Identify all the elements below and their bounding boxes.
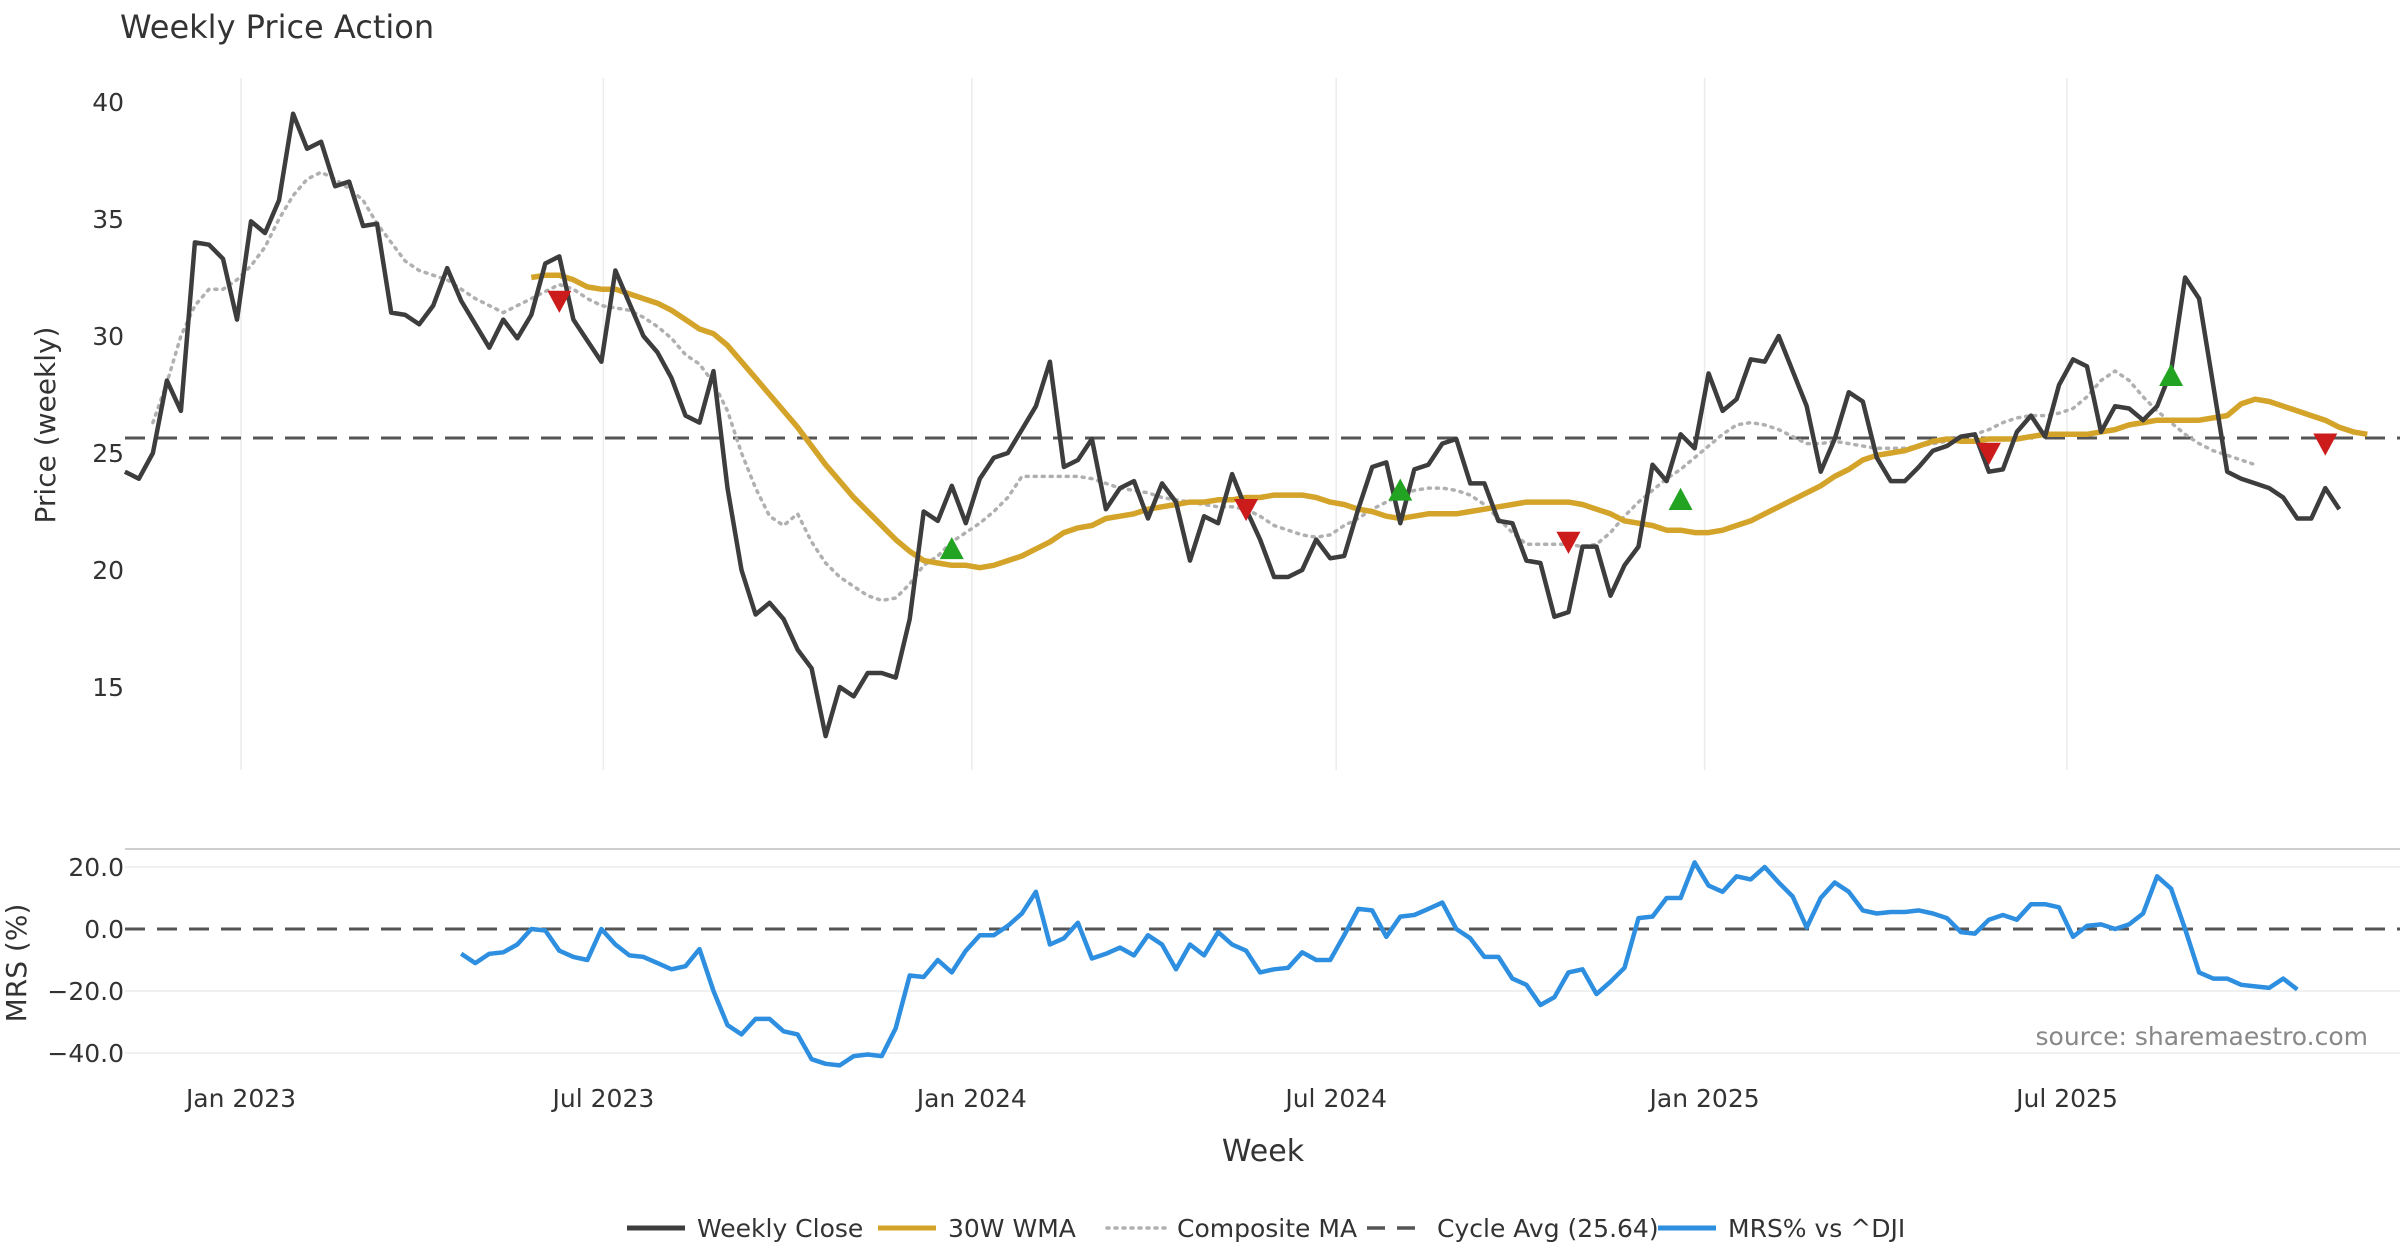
chart-title: Weekly Price Action xyxy=(120,8,434,46)
x-tick-label: Jul 2023 xyxy=(551,1084,655,1113)
legend-label: Cycle Avg (25.64) xyxy=(1437,1214,1659,1243)
legend-item: MRS% vs ^DJI xyxy=(1658,1214,1905,1243)
price-y-tick-label: 20 xyxy=(92,556,124,585)
mrs-y-tick-label: 0.0 xyxy=(84,915,124,944)
series-weekly-close xyxy=(123,111,2342,739)
series-mrs xyxy=(459,860,2299,1068)
legend-label: MRS% vs ^DJI xyxy=(1728,1214,1905,1243)
source-text: source: sharemaestro.com xyxy=(2036,1022,2369,1051)
sell-signal-marker xyxy=(547,290,572,313)
legend-label: Composite MA xyxy=(1177,1214,1357,1243)
price-y-tick-label: 15 xyxy=(92,673,124,702)
buy-signal-marker xyxy=(1388,478,1413,501)
legend-item: 30W WMA xyxy=(878,1214,1076,1243)
mrs-panel: 20.0 0.0 −20.0 −40.0 MRS (%) source: sharem… xyxy=(0,848,2400,1169)
price-y-tick-label: 40 xyxy=(92,88,124,117)
sell-signal-marker xyxy=(1234,498,1259,522)
price-y-tick-label: 30 xyxy=(92,322,124,351)
x-axis-label: Week xyxy=(1222,1134,1305,1169)
legend-item: Cycle Avg (25.64) xyxy=(1367,1214,1659,1243)
x-tick-label: Jul 2025 xyxy=(2014,1084,2118,1113)
legend-label: 30W WMA xyxy=(948,1214,1076,1243)
buy-signal-marker xyxy=(939,536,964,560)
signal-markers xyxy=(547,290,2338,560)
sell-signal-marker xyxy=(1976,442,2001,465)
price-y-axis-label: Price (weekly) xyxy=(29,327,62,524)
price-y-ticks: 15 20 25 30 35 40 xyxy=(92,88,124,702)
mrs-y-tick-label: −40.0 xyxy=(47,1039,124,1068)
mrs-gridlines xyxy=(125,866,2400,1054)
mrs-y-ticks: 20.0 0.0 −20.0 −40.0 xyxy=(47,853,124,1068)
legend: Weekly Close 30W WMA Composite MA Cycle Avg… xyxy=(627,1214,1905,1243)
legend-item: Weekly Close xyxy=(627,1214,863,1243)
price-y-tick-label: 25 xyxy=(92,439,124,468)
price-series xyxy=(123,111,2400,739)
legend-item: Composite MA xyxy=(1105,1214,1357,1243)
price-panel: 15 20 25 30 35 40 Price (weekly) xyxy=(29,78,2400,770)
mrs-y-tick-label: −20.0 xyxy=(47,977,124,1006)
buy-signal-marker xyxy=(2159,363,2184,386)
price-gridlines xyxy=(240,78,2068,770)
x-axis-ticks: Jan 2023 Jul 2023 Jan 2024 Jul 2024 Jan 2025… xyxy=(184,1084,2118,1113)
price-y-tick-label: 35 xyxy=(92,205,124,234)
buy-signal-marker xyxy=(1668,487,1693,510)
x-tick-label: Jan 2023 xyxy=(184,1084,296,1113)
x-tick-label: Jan 2024 xyxy=(915,1084,1027,1113)
mrs-y-tick-label: 20.0 xyxy=(68,853,124,882)
series-30w-wma xyxy=(530,272,2368,571)
legend-label: Weekly Close xyxy=(697,1214,863,1243)
mrs-y-axis-label: MRS (%) xyxy=(0,904,33,1023)
x-tick-label: Jan 2025 xyxy=(1648,1084,1760,1113)
x-tick-label: Jul 2024 xyxy=(1283,1084,1387,1113)
sell-signal-marker xyxy=(1556,531,1581,554)
sell-signal-marker xyxy=(2313,433,2338,456)
mrs-series xyxy=(459,860,2299,1068)
